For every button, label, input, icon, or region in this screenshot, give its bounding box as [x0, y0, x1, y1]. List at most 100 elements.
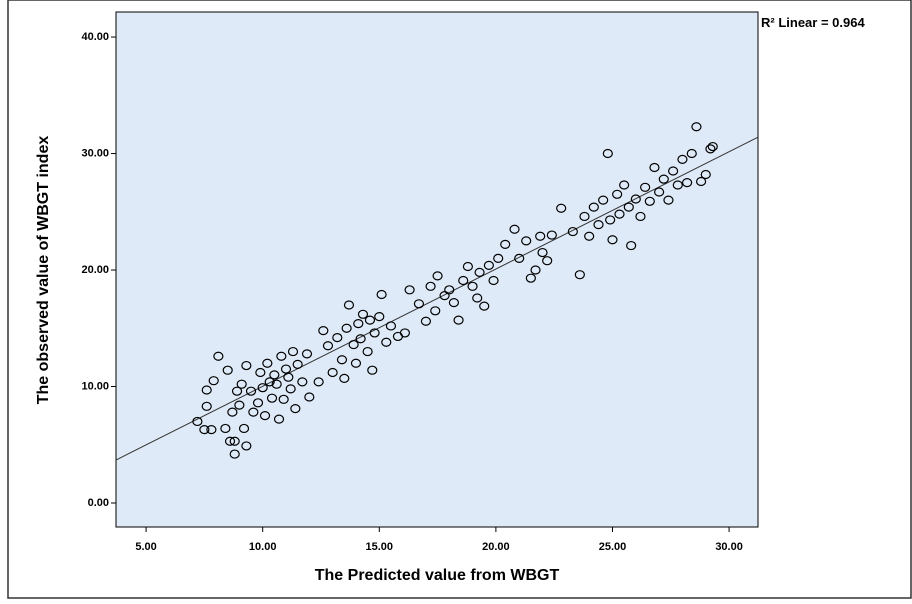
x-tick-label: 25.00 [599, 541, 627, 553]
point [241, 441, 252, 451]
point [654, 187, 665, 197]
point [364, 315, 376, 325]
point [420, 316, 432, 326]
point [336, 355, 348, 365]
point [208, 376, 219, 386]
point [448, 298, 460, 308]
point [376, 289, 387, 300]
point [593, 219, 604, 230]
point [493, 253, 504, 263]
point [348, 339, 359, 350]
r-squared: R² Linear = 0.964 [761, 15, 865, 30]
point [227, 407, 238, 417]
point [658, 174, 669, 184]
x-tick-label: 5.00 [135, 541, 156, 553]
point [626, 240, 637, 251]
point [369, 328, 380, 338]
point [266, 393, 278, 403]
point [229, 436, 240, 446]
point [292, 359, 303, 369]
point [682, 178, 693, 188]
point [357, 309, 369, 319]
point [350, 358, 362, 368]
point [245, 386, 257, 396]
point [588, 202, 599, 212]
point [339, 373, 350, 383]
point [546, 230, 557, 240]
point [514, 253, 525, 263]
point [201, 401, 212, 411]
frame [7, 0, 912, 599]
point [623, 202, 634, 212]
point [301, 349, 313, 359]
point [381, 337, 392, 347]
point [483, 260, 494, 270]
x-tick-label: 15.00 [366, 541, 394, 553]
point [584, 231, 595, 241]
point [644, 196, 655, 206]
point [607, 235, 618, 245]
point [691, 122, 702, 132]
point [313, 377, 324, 387]
point [257, 383, 268, 393]
point [374, 312, 385, 322]
point [269, 370, 280, 380]
point [574, 270, 585, 280]
point [278, 394, 289, 404]
point [238, 423, 250, 434]
point [530, 265, 541, 275]
point [285, 384, 296, 394]
point [322, 341, 334, 351]
point [472, 293, 483, 303]
point [567, 226, 578, 237]
point [614, 209, 625, 219]
point [488, 275, 499, 286]
point [229, 449, 240, 459]
y-tick-label: 10.00 [81, 380, 109, 392]
point [467, 281, 478, 291]
point [668, 166, 679, 176]
point [304, 392, 315, 402]
point [542, 256, 553, 266]
plot-area [115, 11, 759, 528]
point [192, 416, 203, 427]
point [231, 386, 243, 396]
point [672, 180, 683, 190]
point [385, 321, 397, 331]
point [362, 346, 373, 357]
point [234, 400, 245, 410]
point [707, 141, 718, 152]
point [700, 169, 711, 180]
point [224, 436, 236, 446]
x-tick-label: 10.00 [249, 541, 277, 553]
point [241, 360, 252, 371]
point [695, 176, 707, 187]
point [222, 365, 233, 375]
point [602, 148, 613, 159]
point [273, 414, 285, 424]
point [290, 404, 301, 414]
point [355, 334, 366, 344]
point [453, 315, 464, 325]
point [444, 285, 455, 295]
point [280, 364, 292, 374]
point [332, 332, 343, 343]
point [537, 247, 548, 258]
point [686, 148, 697, 159]
point [318, 325, 329, 336]
point [677, 154, 688, 164]
point [474, 267, 485, 277]
point [255, 367, 266, 378]
point [413, 299, 425, 309]
point [598, 195, 609, 205]
y-tick-label: 30.00 [81, 147, 109, 159]
point [430, 306, 441, 316]
point [630, 194, 641, 204]
y-tick-label: 0.00 [88, 497, 109, 509]
point [579, 211, 590, 222]
point [479, 301, 490, 311]
point [521, 236, 532, 246]
point [663, 195, 674, 205]
point [458, 275, 469, 286]
